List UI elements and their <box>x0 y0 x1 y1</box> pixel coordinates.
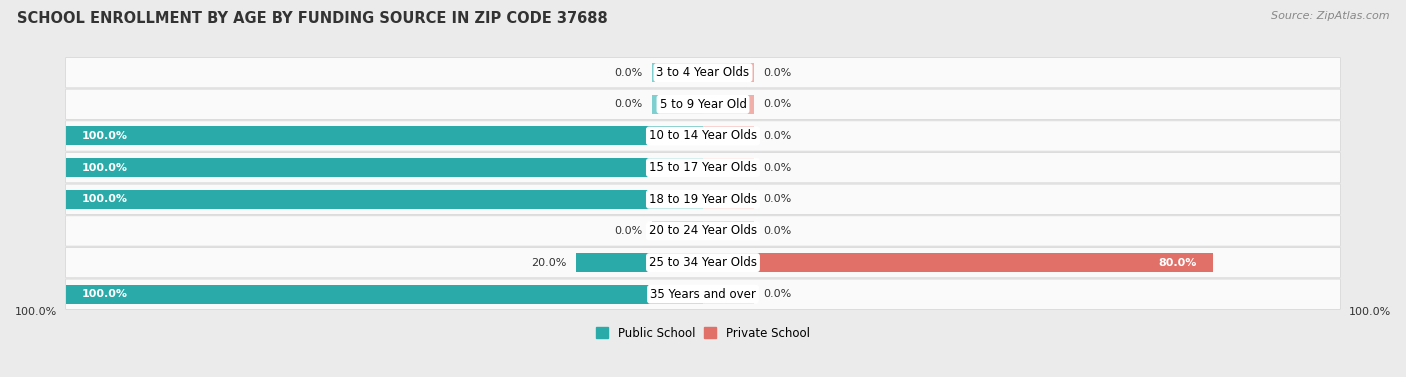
Text: 0.0%: 0.0% <box>763 131 792 141</box>
Text: 25 to 34 Year Olds: 25 to 34 Year Olds <box>650 256 756 269</box>
Bar <box>703 253 1212 272</box>
Text: 0.0%: 0.0% <box>763 194 792 204</box>
Text: 100.0%: 100.0% <box>82 162 128 173</box>
Text: 10 to 14 Year Olds: 10 to 14 Year Olds <box>650 129 756 143</box>
Text: 20.0%: 20.0% <box>530 257 567 268</box>
FancyBboxPatch shape <box>66 152 1340 183</box>
Text: 80.0%: 80.0% <box>1159 257 1197 268</box>
Bar <box>703 126 754 146</box>
Text: SCHOOL ENROLLMENT BY AGE BY FUNDING SOURCE IN ZIP CODE 37688: SCHOOL ENROLLMENT BY AGE BY FUNDING SOUR… <box>17 11 607 26</box>
Text: 0.0%: 0.0% <box>614 67 643 78</box>
Text: 0.0%: 0.0% <box>763 289 792 299</box>
FancyBboxPatch shape <box>66 247 1340 278</box>
Bar <box>703 221 754 241</box>
Text: 15 to 17 Year Olds: 15 to 17 Year Olds <box>650 161 756 174</box>
Legend: Public School, Private School: Public School, Private School <box>592 322 814 344</box>
Bar <box>66 158 703 177</box>
Text: 100.0%: 100.0% <box>15 307 58 317</box>
Text: 100.0%: 100.0% <box>82 289 128 299</box>
Text: 100.0%: 100.0% <box>82 131 128 141</box>
Text: 100.0%: 100.0% <box>1348 307 1391 317</box>
Text: 3 to 4 Year Olds: 3 to 4 Year Olds <box>657 66 749 79</box>
Text: 0.0%: 0.0% <box>614 226 643 236</box>
Text: 5 to 9 Year Old: 5 to 9 Year Old <box>659 98 747 111</box>
Bar <box>66 190 703 209</box>
Bar <box>703 95 754 114</box>
Text: 0.0%: 0.0% <box>763 162 792 173</box>
Bar <box>703 158 754 177</box>
Text: 18 to 19 Year Olds: 18 to 19 Year Olds <box>650 193 756 206</box>
Text: Source: ZipAtlas.com: Source: ZipAtlas.com <box>1271 11 1389 21</box>
Bar <box>66 285 703 304</box>
Bar <box>652 95 703 114</box>
Text: 100.0%: 100.0% <box>82 194 128 204</box>
FancyBboxPatch shape <box>66 57 1340 88</box>
Text: 0.0%: 0.0% <box>763 99 792 109</box>
Bar <box>703 190 754 209</box>
FancyBboxPatch shape <box>66 216 1340 246</box>
FancyBboxPatch shape <box>66 279 1340 310</box>
FancyBboxPatch shape <box>66 184 1340 215</box>
Bar <box>703 285 754 304</box>
Bar <box>652 221 703 241</box>
Text: 35 Years and over: 35 Years and over <box>650 288 756 301</box>
Text: 0.0%: 0.0% <box>763 67 792 78</box>
FancyBboxPatch shape <box>66 89 1340 120</box>
Text: 20 to 24 Year Olds: 20 to 24 Year Olds <box>650 224 756 238</box>
Bar <box>703 63 754 82</box>
Bar <box>652 63 703 82</box>
FancyBboxPatch shape <box>66 121 1340 151</box>
Text: 0.0%: 0.0% <box>614 99 643 109</box>
Text: 0.0%: 0.0% <box>763 226 792 236</box>
Bar <box>575 253 703 272</box>
Bar <box>66 126 703 146</box>
